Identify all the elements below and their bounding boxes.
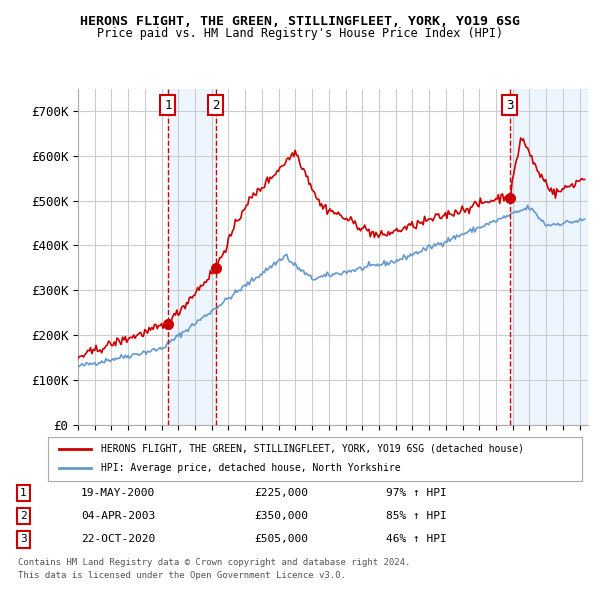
Text: 1: 1 bbox=[164, 99, 172, 112]
Text: £350,000: £350,000 bbox=[254, 511, 308, 521]
Text: 3: 3 bbox=[506, 99, 514, 112]
Text: HERONS FLIGHT, THE GREEN, STILLINGFLEET, YORK, YO19 6SG (detached house): HERONS FLIGHT, THE GREEN, STILLINGFLEET,… bbox=[101, 444, 524, 454]
Text: 04-APR-2003: 04-APR-2003 bbox=[81, 511, 155, 521]
Text: 97% ↑ HPI: 97% ↑ HPI bbox=[386, 488, 447, 498]
Text: 1: 1 bbox=[20, 488, 27, 498]
Text: £225,000: £225,000 bbox=[254, 488, 308, 498]
Text: 85% ↑ HPI: 85% ↑ HPI bbox=[386, 511, 447, 521]
Text: 2: 2 bbox=[212, 99, 220, 112]
Text: This data is licensed under the Open Government Licence v3.0.: This data is licensed under the Open Gov… bbox=[18, 571, 346, 579]
Text: 2: 2 bbox=[20, 511, 27, 521]
Text: 22-OCT-2020: 22-OCT-2020 bbox=[81, 534, 155, 544]
Text: HPI: Average price, detached house, North Yorkshire: HPI: Average price, detached house, Nort… bbox=[101, 464, 401, 473]
Text: 46% ↑ HPI: 46% ↑ HPI bbox=[386, 534, 447, 544]
Text: £505,000: £505,000 bbox=[254, 534, 308, 544]
Bar bbox=[509, 88, 588, 425]
Text: Price paid vs. HM Land Registry's House Price Index (HPI): Price paid vs. HM Land Registry's House … bbox=[97, 27, 503, 40]
Text: HERONS FLIGHT, THE GREEN, STILLINGFLEET, YORK, YO19 6SG: HERONS FLIGHT, THE GREEN, STILLINGFLEET,… bbox=[80, 15, 520, 28]
Text: 19-MAY-2000: 19-MAY-2000 bbox=[81, 488, 155, 498]
Bar bbox=[168, 88, 216, 425]
Text: 3: 3 bbox=[20, 534, 27, 544]
Text: Contains HM Land Registry data © Crown copyright and database right 2024.: Contains HM Land Registry data © Crown c… bbox=[18, 558, 410, 566]
